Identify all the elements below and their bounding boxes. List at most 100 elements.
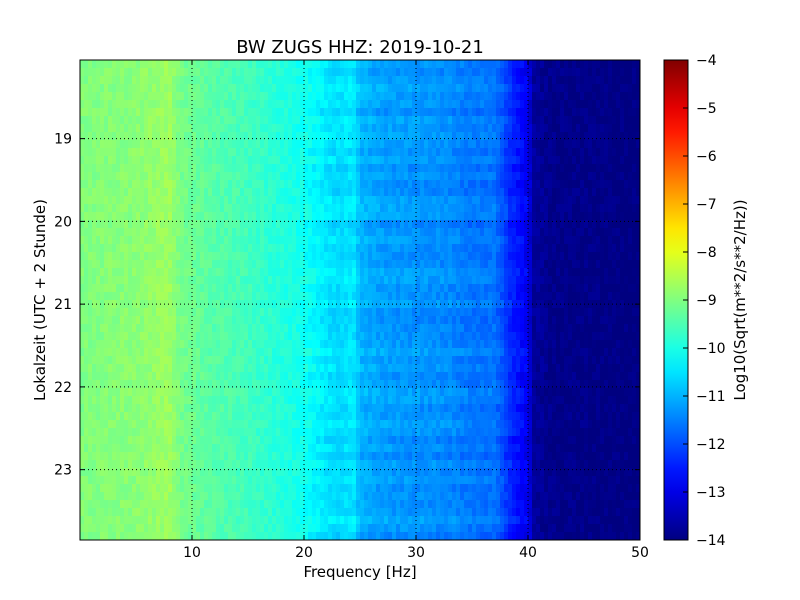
heatmap-cell [556, 148, 561, 157]
heatmap-cell [164, 60, 169, 69]
heatmap-cell [204, 236, 209, 245]
heatmap-cell [292, 260, 297, 269]
heatmap-cell [544, 60, 549, 69]
heatmap-cell [620, 180, 625, 189]
heatmap-cell [264, 148, 269, 157]
heatmap-cell [372, 132, 377, 141]
heatmap-cell [260, 124, 265, 133]
heatmap-cell [576, 156, 581, 165]
heatmap-cell [596, 228, 601, 237]
heatmap-cell [328, 140, 333, 149]
heatmap-cell [184, 204, 189, 213]
heatmap-cell [336, 324, 341, 333]
heatmap-cell [504, 172, 509, 181]
heatmap-cell [520, 212, 525, 221]
heatmap-cell [584, 300, 589, 309]
heatmap-cell [560, 204, 565, 213]
heatmap-cell [168, 124, 173, 133]
heatmap-cell [444, 284, 449, 293]
heatmap-cell [620, 284, 625, 293]
heatmap-cell [256, 76, 261, 85]
heatmap-cell [620, 116, 625, 125]
heatmap-cell [340, 228, 345, 237]
heatmap-cell [528, 260, 533, 269]
heatmap-cell [420, 244, 425, 253]
heatmap-cell [156, 292, 161, 301]
heatmap-cell [344, 228, 349, 237]
heatmap-cell [492, 140, 497, 149]
heatmap-cell [316, 228, 321, 237]
heatmap-cell [320, 276, 325, 285]
heatmap-cell [492, 100, 497, 109]
heatmap-cell [212, 196, 217, 205]
heatmap-cell [204, 100, 209, 109]
heatmap-cell [168, 260, 173, 269]
heatmap-cell [348, 276, 353, 285]
heatmap-cell [628, 300, 633, 309]
heatmap-cell [392, 244, 397, 253]
heatmap-cell [224, 92, 229, 101]
heatmap-cell [376, 332, 381, 341]
heatmap-cell [208, 124, 213, 133]
heatmap-cell [156, 60, 161, 69]
heatmap-cell [276, 324, 281, 333]
heatmap-cell [100, 268, 105, 277]
heatmap-cell [172, 84, 177, 93]
heatmap-cell [636, 84, 640, 93]
heatmap-cell [160, 60, 165, 69]
heatmap-cell [212, 316, 217, 325]
heatmap-cell [284, 340, 289, 349]
heatmap-cell [324, 180, 329, 189]
heatmap-cell [516, 172, 521, 181]
heatmap-cell [596, 148, 601, 157]
heatmap-cell [224, 76, 229, 85]
heatmap-cell [336, 108, 341, 117]
heatmap-cell [124, 108, 129, 117]
heatmap-cell [160, 156, 165, 165]
heatmap-cell [268, 196, 273, 205]
heatmap-cell [284, 204, 289, 213]
heatmap-cell [412, 148, 417, 157]
heatmap-cell [288, 172, 293, 181]
heatmap-cell [148, 332, 153, 341]
heatmap-cell [196, 284, 201, 293]
heatmap-cell [180, 220, 185, 229]
heatmap-cell [628, 204, 633, 213]
heatmap-cell [580, 172, 585, 181]
heatmap-cell [472, 332, 477, 341]
heatmap-cell [440, 164, 445, 173]
heatmap-cell [180, 292, 185, 301]
heatmap-cell [524, 260, 529, 269]
heatmap-cell [444, 324, 449, 333]
heatmap-cell [536, 284, 541, 293]
heatmap-cell [312, 252, 317, 261]
heatmap-cell [212, 340, 217, 349]
heatmap-cell [288, 164, 293, 173]
heatmap-cell [204, 340, 209, 349]
heatmap-cell [164, 324, 169, 333]
heatmap-cell [356, 260, 361, 269]
heatmap-cell [628, 132, 633, 141]
heatmap-cell [576, 124, 581, 133]
heatmap-cell [184, 340, 189, 349]
heatmap-cell [416, 332, 421, 341]
heatmap-cell [400, 84, 405, 93]
heatmap-cell [520, 204, 525, 213]
heatmap-cell [244, 172, 249, 181]
heatmap-cell [484, 276, 489, 285]
heatmap-cell [604, 132, 609, 141]
heatmap-cell [376, 92, 381, 101]
heatmap-cell [376, 252, 381, 261]
heatmap-cell [204, 116, 209, 125]
heatmap-cell [100, 300, 105, 309]
heatmap-cell [488, 300, 493, 309]
heatmap-cell [564, 220, 569, 229]
heatmap-cell [592, 92, 597, 101]
heatmap-cell [324, 164, 329, 173]
heatmap-cell [500, 252, 505, 261]
heatmap-cell [340, 116, 345, 125]
heatmap-cell [620, 132, 625, 141]
heatmap-cell [88, 156, 93, 165]
heatmap-cell [468, 300, 473, 309]
